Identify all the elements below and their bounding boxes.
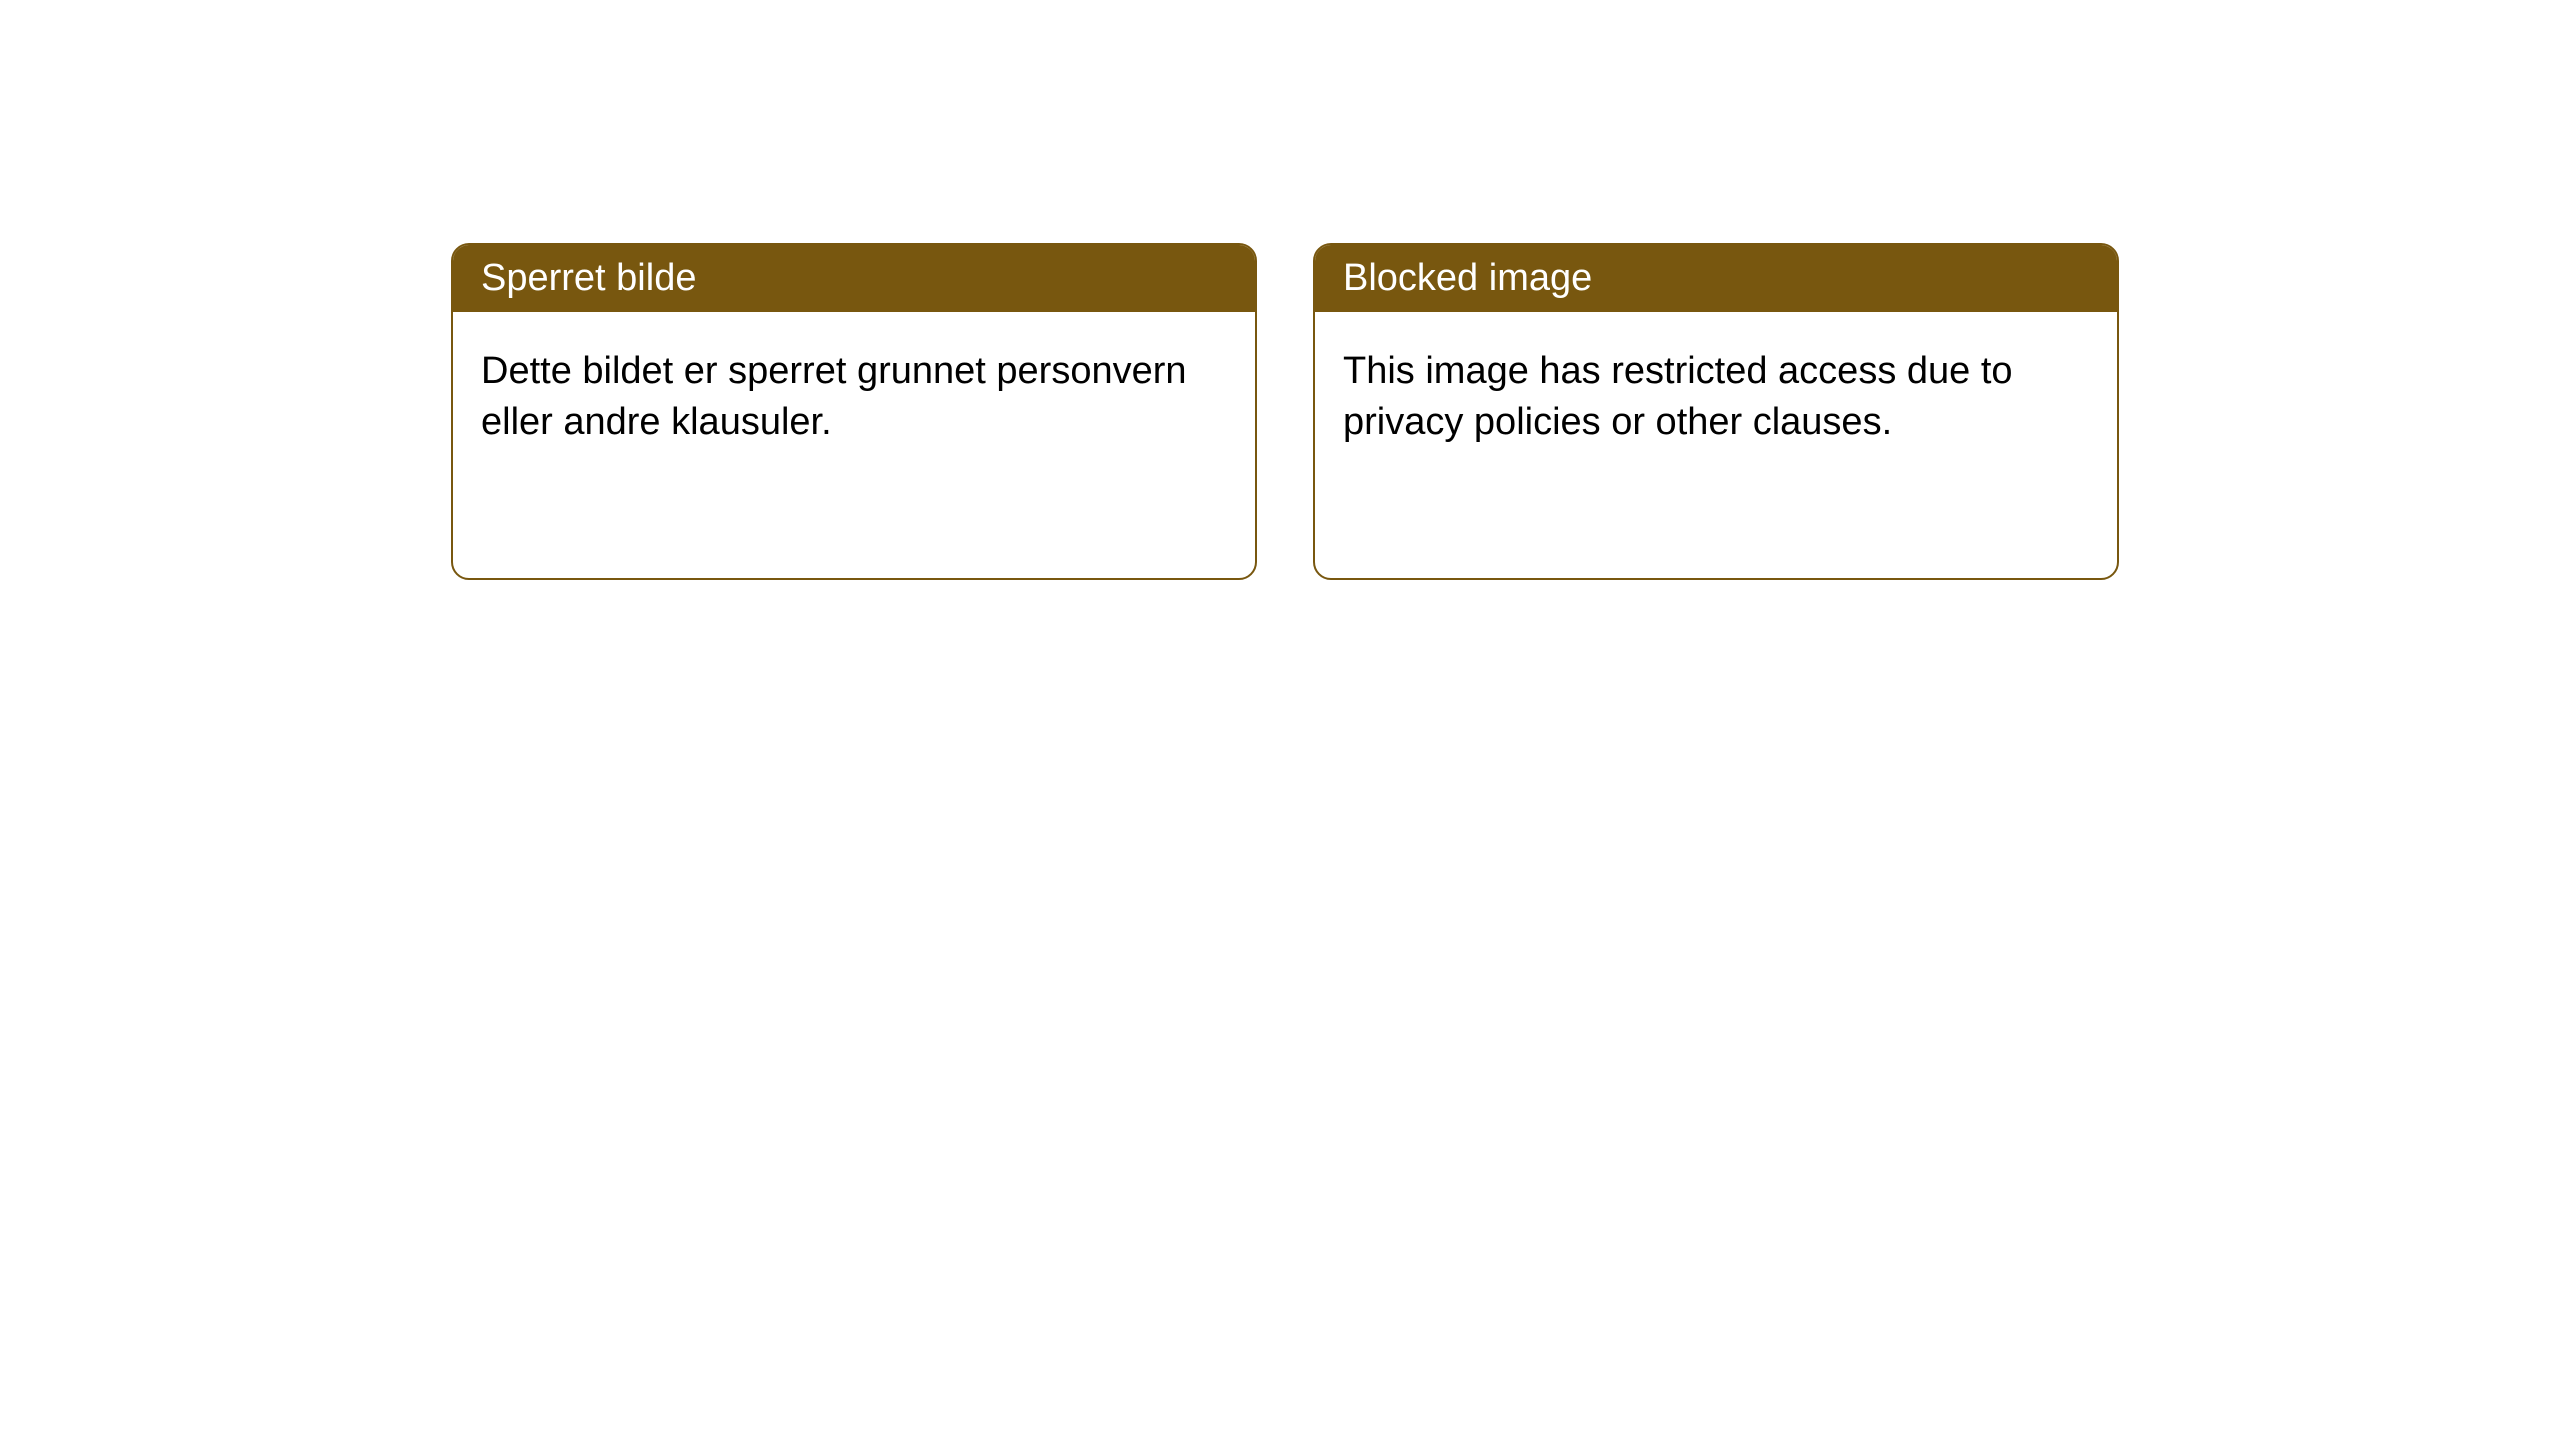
notice-text: Dette bildet er sperret grunnet personve… <box>481 350 1187 443</box>
notice-body: This image has restricted access due to … <box>1315 312 2117 483</box>
notice-title: Blocked image <box>1343 257 1592 299</box>
notice-card-norwegian: Sperret bilde Dette bildet er sperret gr… <box>451 243 1257 580</box>
notice-title: Sperret bilde <box>481 257 696 299</box>
notice-text: This image has restricted access due to … <box>1343 350 2013 443</box>
notice-card-english: Blocked image This image has restricted … <box>1313 243 2119 580</box>
notice-container: Sperret bilde Dette bildet er sperret gr… <box>0 0 2560 580</box>
notice-header: Blocked image <box>1315 245 2117 312</box>
notice-header: Sperret bilde <box>453 245 1255 312</box>
notice-body: Dette bildet er sperret grunnet personve… <box>453 312 1255 483</box>
